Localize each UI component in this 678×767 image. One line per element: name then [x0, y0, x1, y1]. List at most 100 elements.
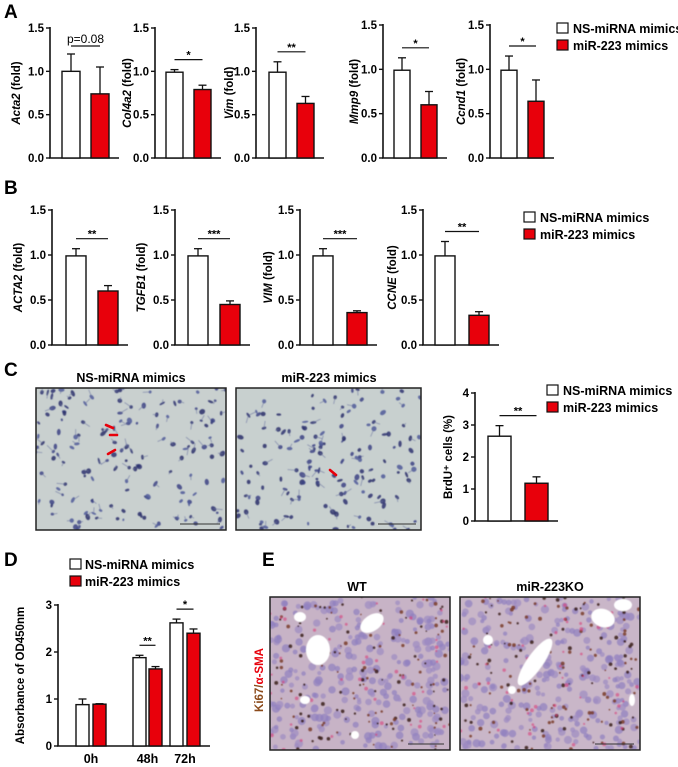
y-tick-label: 2 [46, 647, 52, 659]
red-arrow-icon [104, 423, 119, 456]
chart-b1: 0.0 0.5 1.0 1.5 ACTA2 (fold) ** [13, 205, 128, 352]
significance-label: ** [143, 635, 152, 647]
legend-label-control: NS-miRNA mimics [540, 211, 649, 225]
legend-label-control: NS-miRNA mimics [573, 22, 678, 36]
image-title-e-wt: WT [347, 580, 367, 594]
bar-control [312, 255, 334, 346]
side-label-e: Ki67/α-SMA [254, 648, 266, 712]
y-axis-label: VIM (fold) [263, 251, 275, 304]
legend-label-control: NS-miRNA mimics [563, 384, 672, 398]
bar-charts: 0.0 0.5 1.0 1.5 Acta2 (fold) p=0.08 0.0 0.5 1.0 1… [11, 20, 558, 766]
y-tick-label: 1.0 [153, 250, 169, 262]
side-label-ki67: Ki67/ [254, 684, 266, 712]
bar-treated [420, 104, 438, 159]
y-axis-label: Mmp9 (fold) [349, 59, 361, 124]
legend-label-control: NS-miRNA mimics [85, 558, 194, 572]
chart-a4: 0.0 0.5 1.0 1.5 Mmp9 (fold) * [349, 20, 447, 165]
y-axis-label: Vim (fold) [224, 67, 236, 120]
x-tick-label: 72h [174, 752, 196, 766]
significance-label: ** [514, 406, 523, 418]
chart-a5: 0.0 0.5 1.0 1.5 Ccnd1 (fold) * [456, 20, 554, 165]
significance-label: ** [287, 42, 296, 54]
legend-b: NS-miRNA mimics miR-223 mimics [523, 211, 649, 242]
y-tick-label: 0.0 [278, 340, 294, 352]
significance-label: * [520, 36, 525, 48]
y-tick-label: 1 [46, 694, 53, 706]
bar-control [393, 69, 411, 159]
significance-label: ** [88, 229, 97, 241]
y-axis-label: BrdU⁺ cells (%) [443, 415, 455, 499]
bar-control [75, 703, 90, 747]
y-tick-label: 2 [463, 452, 469, 464]
y-tick-label: 1.0 [468, 64, 484, 76]
legend-swatch-control [523, 211, 536, 223]
micrograph-c-control [35, 387, 227, 531]
legend-swatch-control [556, 22, 569, 34]
y-tick-label: 1.5 [28, 23, 45, 35]
bar-control [65, 255, 87, 346]
bar-treated [186, 632, 201, 747]
y-tick-label: 3 [46, 600, 52, 612]
panel-letter-d: D [4, 550, 18, 571]
legend-swatch-treated [546, 401, 559, 413]
y-axis-label: Ccnd1 (fold) [456, 58, 468, 125]
y-tick-label: 4 [463, 388, 470, 400]
y-tick-label: 1.0 [401, 250, 417, 262]
y-tick-label: 0.0 [28, 153, 44, 165]
bar-treated [92, 703, 107, 747]
bar-treated [148, 668, 163, 747]
micrograph-e-ko [459, 596, 641, 751]
bar-control [187, 255, 209, 346]
y-tick-label: 1.0 [278, 250, 294, 262]
y-tick-label: 0.5 [401, 295, 418, 307]
micrograph-c-treated [235, 387, 422, 531]
panel-letter-c: C [4, 360, 18, 381]
legend-swatch-control [69, 558, 82, 570]
image-title-e-ko: miR-223KO [516, 580, 584, 594]
bar-control [268, 71, 287, 159]
y-tick-label: 1.5 [153, 205, 170, 217]
y-tick-label: 1.5 [401, 205, 418, 217]
y-tick-label: 1.0 [361, 64, 377, 76]
y-tick-label: 0.0 [361, 153, 377, 165]
y-axis-label: CCNE (fold) [387, 245, 399, 310]
y-tick-label: 1.5 [361, 20, 378, 32]
side-label-asma: α-SMA [254, 648, 266, 684]
y-tick-label: 1 [463, 484, 470, 496]
bar-treated [296, 102, 315, 159]
bar-treated [468, 314, 490, 346]
panel-letter-a: A [4, 2, 18, 23]
y-tick-label: 0 [46, 741, 52, 753]
y-tick-label: 0.5 [133, 110, 150, 122]
y-tick-label: 0.5 [28, 110, 45, 122]
y-axis-label: ACTA2 (fold) [13, 243, 25, 314]
legend-swatch-treated [523, 228, 536, 240]
y-tick-label: 0.5 [234, 110, 251, 122]
red-arrow-icon [328, 468, 338, 477]
y-tick-label: 0.0 [133, 153, 149, 165]
y-tick-label: 1.0 [30, 250, 46, 262]
chart-b3: 0.0 0.5 1.0 1.5 VIM (fold) *** [263, 205, 377, 352]
significance-label: * [413, 38, 418, 50]
y-tick-label: 1.5 [468, 20, 485, 32]
y-tick-label: 0.0 [30, 340, 46, 352]
legend-a: NS-miRNA mimics miR-223 mimics [556, 22, 678, 53]
y-tick-label: 0.0 [468, 153, 484, 165]
y-tick-label: 0.5 [30, 295, 47, 307]
y-axis-label: Col4a2 (fold) [122, 58, 134, 128]
significance-label: * [183, 599, 188, 611]
bar-treated [524, 482, 549, 522]
micrograph-e-wt [269, 596, 451, 751]
legend-label-treated: miR-223 mimics [563, 401, 658, 415]
y-axis-label: TGFB1 (fold) [136, 243, 148, 313]
y-axis-label: Absorbance of OD450nm [15, 607, 27, 744]
panel-letter-b: B [4, 178, 18, 199]
chart-a3: 0.0 0.5 1.0 1.5 Vim (fold) ** [224, 23, 324, 165]
y-axis-label: Acta2 (fold) [11, 61, 23, 125]
legend-label-treated: miR-223 mimics [85, 575, 180, 589]
y-tick-label: 0.5 [153, 295, 170, 307]
significance-label: * [186, 50, 191, 62]
bar-control [434, 255, 456, 346]
